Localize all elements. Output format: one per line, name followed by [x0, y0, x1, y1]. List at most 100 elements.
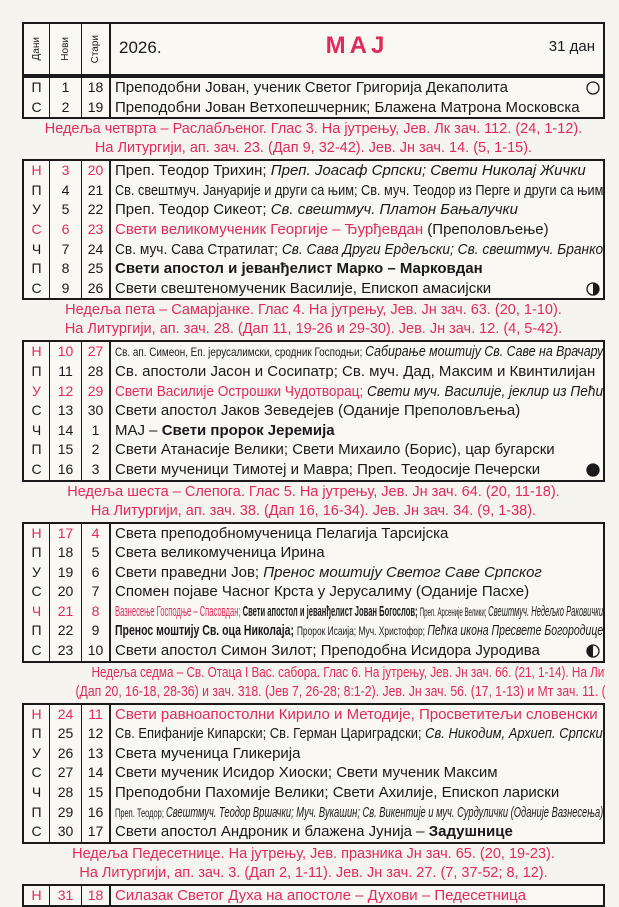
- day-row: Н 31 18 Силазак Светог Духа на апостоле – Д…: [24, 885, 603, 906]
- text-segment: Преп. Јоасаф Српски; Свети Николај Жички: [270, 162, 586, 180]
- old-date: 13: [82, 743, 111, 764]
- text-segment: (Преполовљење): [423, 220, 549, 238]
- text-segment: Свети апостол и јеванђелист Јован Богосл…: [242, 602, 420, 620]
- old-date: 5: [82, 543, 111, 563]
- day-group: Н 17 4 Света преподобномученица Пелагија Та…: [22, 521, 605, 663]
- note-line-wrap: Недеља четврта – Раслабљеног. Глас 3. На…: [22, 120, 605, 139]
- day-row: П 22 9 Пренос моштију Св. оца Николаја; Про…: [24, 621, 603, 642]
- text-line: Свети равноапостолни Кирило и Методије, …: [115, 705, 598, 725]
- sunday-note: Недеља шеста – Слепога. Глас 5. На јутре…: [22, 482, 605, 522]
- weekday: С: [24, 822, 50, 842]
- weekday: У: [24, 381, 50, 402]
- column-label: Нови: [60, 37, 71, 61]
- note-line-wrap: Недеља пета – Самарјанке. Глас 4. На јут…: [22, 301, 605, 320]
- old-date: 21: [82, 180, 111, 201]
- text-line: Света великомученица Ирина: [115, 543, 325, 563]
- day-row: П 18 5 Света великомученица Ирина: [24, 543, 603, 563]
- text-segment: Свети апостол Симон Зилот; Преподобна Ис…: [115, 642, 540, 660]
- new-date: 29: [50, 802, 82, 823]
- weekday: Ч: [24, 420, 50, 441]
- day-text: Преподобни Јован, ученик Светог Григориј…: [111, 78, 603, 98]
- text-segment: МАЈ –: [115, 421, 162, 439]
- new-date: 22: [50, 621, 82, 642]
- day-row: П 4 21 Св. свештмуч. Јануарије и други са њ…: [24, 180, 603, 201]
- day-text: Преп. Теодор Сикеот; Св. свештмуч. Плато…: [111, 200, 603, 220]
- text-segment: Св. Никодим, Архиеп. Српски: [425, 725, 603, 743]
- text-line: Св. муч. Сава Стратилат; Св. Сава Други …: [115, 240, 603, 260]
- text-line: Св. Епифаније Кипарски; Св. Герман Цариг…: [115, 724, 603, 744]
- text-line: Свети Василије Острошки Чудотворац; Свет…: [115, 382, 603, 402]
- weekday: Н: [24, 704, 50, 725]
- day-text: Свети мученик Исидор Хиоски; Свети мучен…: [111, 763, 603, 783]
- day-text: Свети мученици Тимотеј и Мавра; Преп. Те…: [111, 460, 603, 480]
- note-line-wrap: Недеља Педесетнице. На јутрењу, Јев. пра…: [22, 845, 605, 864]
- day-row: П 15 2 Свети Атанасије Велики; Свети Михаил…: [24, 440, 603, 460]
- weekday: П: [24, 543, 50, 563]
- weekday: Н: [24, 342, 50, 362]
- moon-phase: [586, 463, 600, 477]
- text-line: Преподобни Пахомије Велики; Свети Ахилиј…: [115, 783, 559, 803]
- new-date: 10: [50, 342, 82, 362]
- note-line-wrap: (Дап 20, 16-18, 28-36) и зач. 318. (Јев …: [22, 683, 605, 702]
- day-text: МАЈ – Свети пророк Јеремија: [111, 421, 603, 441]
- new-date: 3: [50, 161, 82, 181]
- note-line-wrap: На Литургији, ап. зач. 38. (Дап 16, 16-3…: [22, 502, 605, 521]
- day-row: С 23 10 Свети апостол Симон Зилот; Преподоб…: [24, 641, 603, 661]
- old-date: 18: [82, 78, 111, 98]
- new-date: 8: [50, 259, 82, 279]
- text-segment: Сабирање моштију Св. Саве на Врачару: [365, 343, 603, 361]
- old-date: 6: [82, 562, 111, 583]
- old-date: 2: [82, 440, 111, 460]
- new-date: 25: [50, 724, 82, 744]
- day-row: Н 10 27 Св. ап. Симеон, Еп. јерусалимски, с…: [24, 342, 603, 362]
- text-segment: Пророк Исаија; Муч. Христофор;: [296, 624, 428, 639]
- day-text: Света мученица Гликерија: [111, 744, 603, 764]
- new-date: 28: [50, 783, 82, 803]
- text-segment: Вазнесење Господње – Спасовдан;: [115, 602, 243, 620]
- sunday-note: Недеља седма – Св. Отаца I Вас. сабора. …: [22, 663, 605, 703]
- text-segment: Преп. Теодор;: [115, 805, 166, 820]
- day-row: С 6 23 Свети великомученик Георгије – Ђурђе…: [24, 219, 603, 240]
- weekday: Н: [24, 161, 50, 181]
- day-text: Свети Василије Острошки Чудотворац; Свет…: [111, 382, 603, 402]
- note-line-wrap: Недеља шеста – Слепога. Глас 5. На јутре…: [22, 483, 605, 502]
- text-line: Свети мученици Тимотеј и Мавра; Преп. Те…: [115, 460, 540, 480]
- new-date: 4: [50, 180, 82, 201]
- day-row: У 19 6 Свети праведни Јов; Пренос моштију С…: [24, 562, 603, 583]
- weekday: У: [24, 743, 50, 764]
- text-segment: Пећка икона Пресвете Богородице: [427, 622, 603, 640]
- note-line-wrap: Недеља седма – Св. Отаца I Вас. сабора. …: [22, 664, 605, 683]
- month: МАЈ: [325, 32, 389, 59]
- note-line: Недеља Педесетнице. На јутрењу, Јев. пра…: [72, 845, 555, 862]
- day-text: Свети апостол Јаков Зеведејев (Оданије П…: [111, 401, 603, 421]
- new-date: 19: [50, 562, 82, 583]
- day-row: С 30 17 Свети апостол Андроник и блажена Ју…: [24, 822, 603, 842]
- old-date: 17: [82, 822, 111, 842]
- text-segment: Свети апостол Андроник и блажена Јунија …: [115, 823, 429, 841]
- day-text: Света великомученица Ирина: [111, 543, 603, 563]
- new-date: 13: [50, 401, 82, 421]
- calendar-page: Дани Нови Стари 2026. МАЈ 31 дан П 1 18 Пре…: [22, 22, 605, 907]
- text-line: Свети свештеномученик Василије, Епископ …: [115, 279, 491, 299]
- day-text: Св. апостоли Јасон и Сосипатр; Св. муч. …: [111, 362, 603, 382]
- new-date: 24: [50, 704, 82, 725]
- day-row: С 9 26 Свети свештеномученик Василије, Епис…: [24, 278, 603, 299]
- old-date: 25: [82, 259, 111, 279]
- text-segment: Пренос моштију Светог Саве Српског: [263, 563, 542, 581]
- text-segment: Свети праведни Јов;: [115, 563, 264, 581]
- weekday: С: [24, 278, 50, 299]
- moon-phase: [586, 282, 600, 296]
- text-segment: Свети апостол Јаков Зеведејев (Оданије П…: [115, 402, 521, 420]
- text-segment: Св. муч. Сава Стратилат;: [115, 240, 282, 258]
- old-date: 9: [82, 621, 111, 642]
- text-segment: Свети свештеномученик Василије, Епископ …: [115, 279, 492, 297]
- text-segment: Преп. Арсеније Велики;: [419, 604, 489, 619]
- day-row: У 12 29 Свети Василије Острошки Чудотворац;…: [24, 381, 603, 402]
- weekday: С: [24, 97, 50, 118]
- sunday-note: Недеља пета – Самарјанке. Глас 4. На јут…: [22, 300, 605, 340]
- old-date: 14: [82, 763, 111, 784]
- day-row: Н 24 11 Свети равноапостолни Кирило и Метод…: [24, 704, 603, 725]
- text-segment: Свештмуч. Теодор Вршачки; Муч. Вукашин; …: [165, 803, 603, 821]
- day-row: С 13 30 Свети апостол Јаков Зеведејев (Одан…: [24, 401, 603, 421]
- text-segment: Свети Атанасије Велики; Свети Михаило (Б…: [115, 441, 555, 459]
